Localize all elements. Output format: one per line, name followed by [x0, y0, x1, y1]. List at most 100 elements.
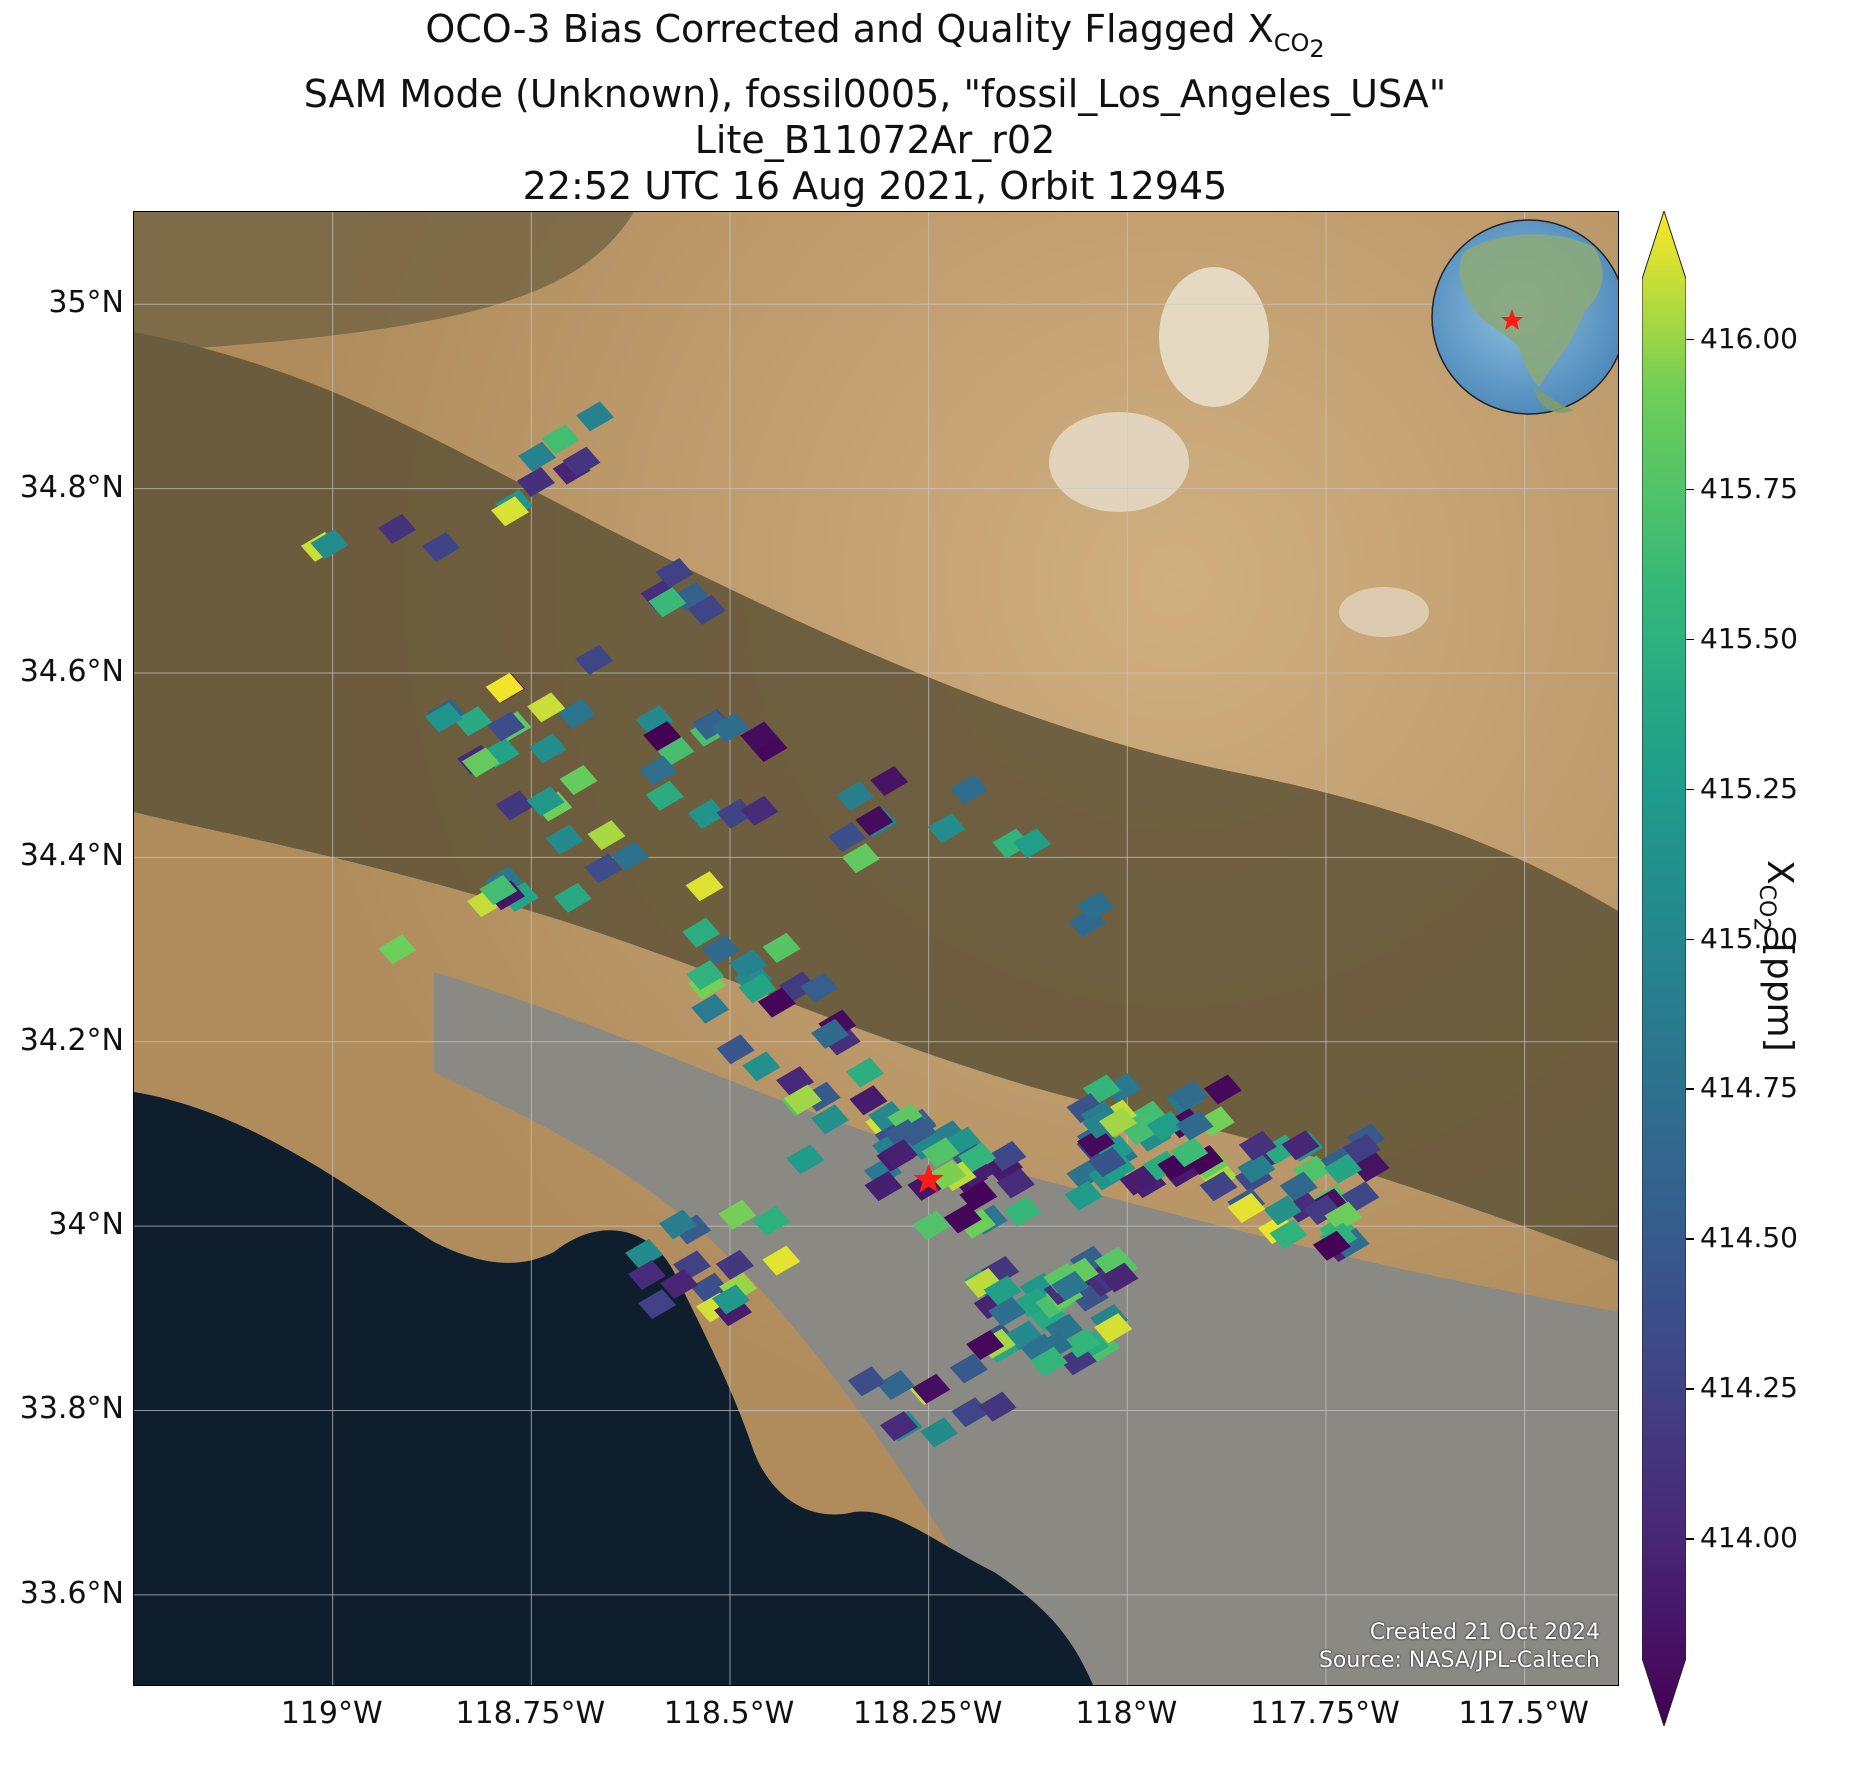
sounding-pixel	[711, 1284, 750, 1315]
sounding-pixel	[690, 1272, 729, 1303]
sounding-pixel	[421, 532, 460, 563]
colorbar	[1642, 211, 1686, 1726]
sounding-pixel	[686, 960, 725, 991]
sounding-pixel	[988, 1140, 1027, 1171]
sounding-pixel	[762, 932, 801, 963]
dry-lake	[1339, 587, 1429, 637]
map-canvas	[134, 212, 1618, 1685]
lon-tick-label: 118.75°W	[455, 1696, 606, 1731]
sounding-pixel	[879, 1139, 918, 1170]
sounding-pixel	[749, 732, 788, 763]
lon-tick-label: 118°W	[1075, 1696, 1178, 1731]
lon-tick-label: 117.75°W	[1250, 1696, 1400, 1731]
sounding-pixel	[742, 1051, 781, 1082]
sounding-pixel	[949, 1353, 988, 1384]
colorbar-tick-mark	[1686, 1538, 1694, 1540]
colorbar-tick-label: 415.25	[1700, 771, 1798, 805]
lat-tick-label: 34.4°N	[19, 838, 124, 874]
sounding-pixel	[868, 1101, 907, 1132]
sounding-pixel	[645, 780, 684, 811]
lat-tick-label: 34°N	[48, 1207, 124, 1243]
colorbar-tick-label: 415.00	[1700, 921, 1798, 955]
sounding-pixel	[778, 971, 817, 1002]
sounding-pixel	[884, 1119, 923, 1150]
sounding-pixel	[988, 1296, 1027, 1327]
sounding-pixel	[715, 1249, 754, 1280]
sounding-pixel	[762, 1245, 801, 1276]
title-line3: Lite_B11072Ar_r02	[694, 118, 1056, 163]
colorbar-tick-mark	[1686, 338, 1694, 341]
credit-created: Created 21 Oct 2024	[1369, 1620, 1600, 1645]
credit-text: Created 21 Oct 2024 Source: NASA/JPL-Cal…	[1319, 1619, 1600, 1675]
sounding-pixel	[849, 1085, 888, 1116]
sounding-pixel	[912, 1210, 951, 1241]
sounding-pixel	[822, 1025, 861, 1056]
lat-tick-label: 34.2°N	[19, 1022, 124, 1058]
sounding-pixel	[687, 594, 726, 625]
lat-tick-label: 34.6°N	[19, 653, 124, 689]
sounding-pixel	[716, 798, 755, 829]
sounding-pixel	[907, 1129, 946, 1160]
sounding-pixel	[378, 934, 417, 965]
colorbar-tick-mark	[1686, 1388, 1694, 1390]
title-sub2: 2	[1309, 34, 1325, 63]
sounding-pixel	[992, 828, 1031, 859]
sounding-pixel	[841, 843, 880, 874]
sounding-pixel	[625, 1238, 664, 1269]
sounding-pixel	[1094, 1246, 1133, 1277]
colorbar-tick-mark	[1686, 788, 1694, 791]
sounding-pixel	[1058, 1345, 1097, 1376]
sounding-pixel	[920, 1417, 959, 1448]
title-line4: 22:52 UTC 16 Aug 2021, Orbit 12945	[522, 164, 1228, 209]
sounding-pixel	[1103, 1073, 1142, 1104]
sounding-pixel	[951, 1397, 990, 1428]
sounding-pixel	[1012, 828, 1051, 859]
colorbar-tick-label: 415.75	[1700, 471, 1798, 505]
sounding-pixel	[1342, 1133, 1381, 1164]
colorbar-label-x: X	[1759, 860, 1800, 885]
sounding-pixel	[996, 1168, 1035, 1199]
sounding-pixel	[1185, 1144, 1224, 1175]
colorbar-label: XCO2 [ppm]	[1748, 860, 1800, 1052]
sounding-pixel	[786, 1144, 825, 1175]
lon-tick-label: 119°W	[280, 1696, 383, 1731]
sounding-pixel	[966, 1330, 1005, 1361]
sounding-pixel	[656, 735, 695, 766]
colorbar-label-unit: [ppm]	[1759, 931, 1800, 1052]
sounding-pixel	[1238, 1130, 1277, 1161]
sounding-pixel	[810, 1104, 849, 1135]
sounding-pixel	[1004, 1320, 1043, 1351]
sounding-pixel	[740, 721, 779, 752]
lat-tick-label: 33.6°N	[19, 1575, 124, 1611]
sounding-pixel	[1341, 1181, 1380, 1212]
dry-lake	[1159, 267, 1269, 407]
colorbar-tick-mark	[1686, 488, 1694, 491]
colorbar-label-sub: CO	[1753, 884, 1779, 918]
sounding-pixel	[847, 1366, 886, 1397]
sounding-pixel	[1237, 1153, 1276, 1184]
sounding-pixel	[1263, 1195, 1302, 1226]
title-line2: SAM Mode (Unknown), fossil0005, "fossil_…	[303, 72, 1447, 117]
sounding-pixel	[310, 529, 349, 560]
lon-tick-label: 118.25°W	[852, 1696, 1003, 1731]
sounding-pixel	[1175, 1110, 1214, 1141]
sounding-pixel	[964, 1268, 1003, 1299]
sounding-pixel	[757, 987, 796, 1018]
globe-star-icon	[1501, 309, 1523, 330]
sounding-pixel	[584, 853, 623, 884]
globe-inset	[1431, 219, 1618, 415]
sounding-pixel	[691, 993, 730, 1024]
sounding-pixel	[718, 1199, 757, 1230]
satellite-map: Created 21 Oct 2024 Source: NASA/JPL-Cal…	[133, 211, 1619, 1686]
sounding-pixel	[518, 441, 557, 472]
title-sub: CO	[1273, 28, 1310, 57]
sounding-pixel	[638, 1289, 677, 1320]
sounding-pixel	[627, 1259, 666, 1290]
sounding-pixel	[485, 672, 524, 703]
sounding-pixel	[958, 1142, 997, 1173]
sounding-pixel	[870, 766, 909, 797]
sounding-pixel	[424, 702, 463, 733]
sounding-pixel	[1269, 1219, 1308, 1250]
sounding-pixel	[711, 712, 750, 743]
sounding-pixel	[876, 1370, 915, 1401]
